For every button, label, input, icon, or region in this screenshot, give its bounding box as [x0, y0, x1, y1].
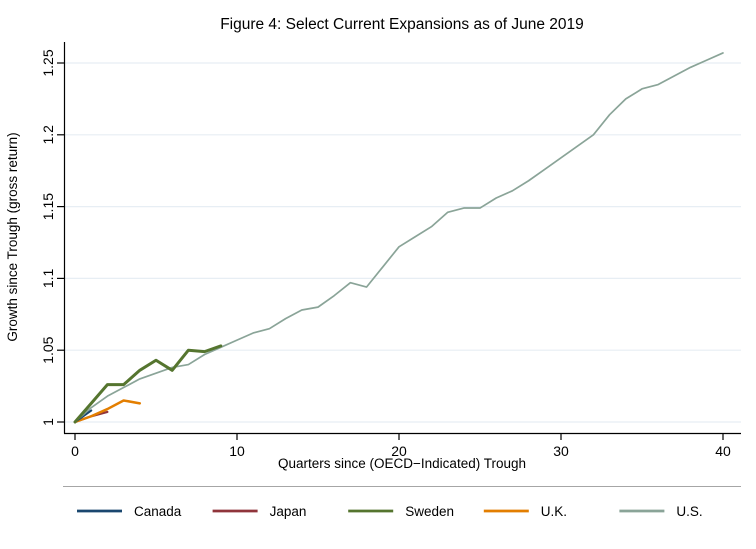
legend-item-japan: Japan	[212, 504, 307, 519]
chart-title: Figure 4: Select Current Expansions as o…	[220, 16, 584, 33]
y-tick-label-1.15: 1.15	[40, 193, 56, 220]
legend: Canada Japan Sweden U.K. U.S.	[63, 486, 741, 519]
y-tick-label-1: 1	[40, 418, 56, 426]
legend-item-canada: Canada	[77, 504, 182, 519]
legend-label-japan: Japan	[270, 504, 307, 519]
legend-label-canada: Canada	[134, 504, 182, 519]
x-axis-label: Quarters since (OECD−Indicated) Trough	[278, 456, 526, 471]
legend-label-sweden: Sweden	[405, 504, 454, 519]
legend-label-uk: U.K.	[541, 504, 567, 519]
x-tick-label-40: 40	[715, 443, 731, 459]
legend-label-us: U.S.	[676, 504, 702, 519]
y-tick-label-1.05: 1.05	[40, 336, 56, 363]
series-line-uk	[73, 399, 142, 424]
axes: 1 1.05 1.1 1.15 1.2 1.25 0 10 20 30 40	[40, 42, 741, 459]
x-tick-label-20: 20	[391, 443, 407, 459]
y-axis-label: Growth since Trough (gross return)	[5, 132, 20, 341]
y-tick-label-1.2: 1.2	[40, 125, 56, 145]
series-line-sweden	[73, 344, 223, 424]
y-tick-label-1.25: 1.25	[40, 49, 56, 76]
gridlines	[64, 62, 741, 423]
legend-item-uk: U.K.	[483, 504, 567, 519]
x-tick-label-0: 0	[71, 443, 79, 459]
x-tick-label-10: 10	[229, 443, 245, 459]
legend-item-us: U.S.	[619, 504, 703, 519]
series-lines	[73, 52, 724, 424]
legend-item-sweden: Sweden	[348, 504, 454, 519]
series-line-us	[74, 52, 724, 423]
x-tick-label-30: 30	[553, 443, 569, 459]
y-tick-label-1.1: 1.1	[40, 268, 56, 288]
